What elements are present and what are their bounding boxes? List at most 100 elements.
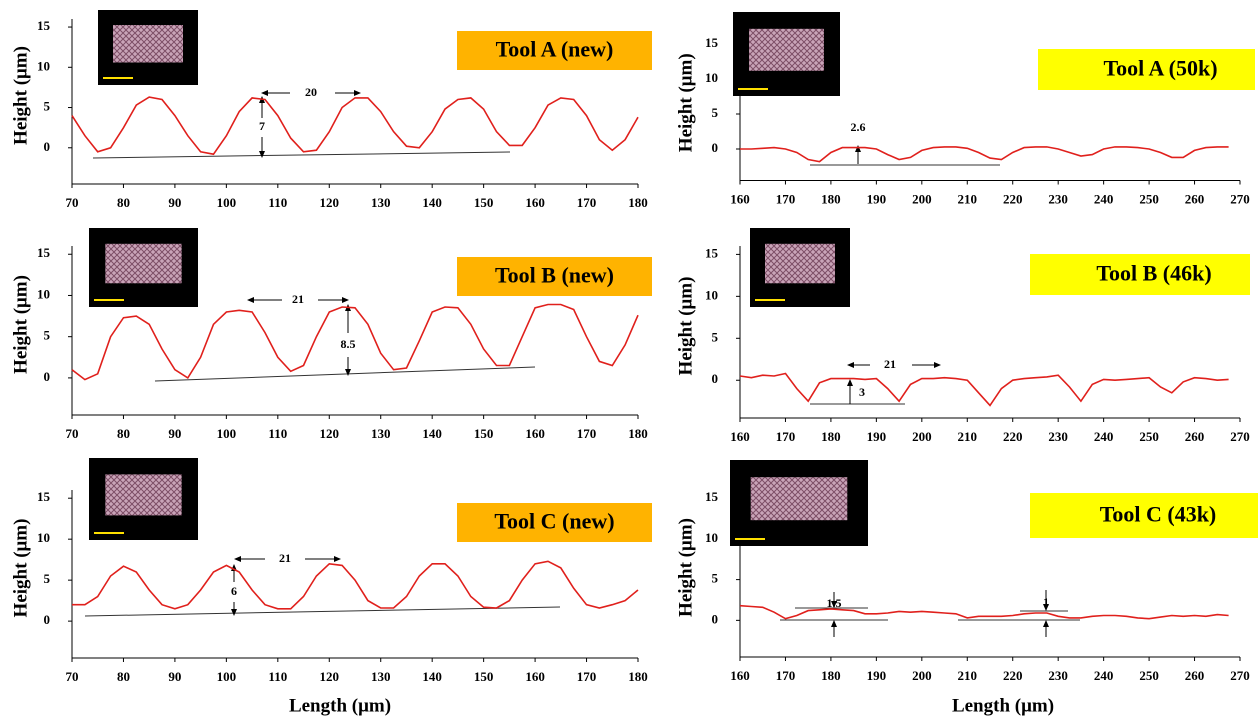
x-tick-label: 110 — [268, 426, 287, 441]
profile-line — [71, 303, 639, 381]
x-tick-label: 230 — [1048, 668, 1068, 683]
x-tick-label: 140 — [422, 195, 442, 210]
chart-title: Tool C (new) — [494, 509, 614, 534]
x-tick-label: 200 — [912, 668, 932, 683]
x-tick-label: 270 — [1230, 668, 1250, 683]
y-tick-label: 15 — [705, 35, 719, 50]
y-tick-label: 0 — [44, 369, 51, 384]
x-tick-label: 130 — [371, 195, 391, 210]
y-tick-label: 10 — [37, 286, 50, 301]
x-tick-label: 230 — [1048, 191, 1068, 206]
y-tick-label: 10 — [37, 58, 50, 73]
x-tick-label: 190 — [867, 191, 887, 206]
profile-line — [71, 96, 639, 156]
x-tick-label: 200 — [912, 429, 932, 444]
baseline-line — [92, 151, 511, 159]
x-tick-label: 170 — [776, 668, 796, 683]
x-axis-label: Length (μm) — [289, 695, 391, 716]
annotation: 1 — [1043, 595, 1049, 609]
baseline-line — [154, 366, 536, 382]
inset-sample — [749, 28, 824, 71]
baseline-line — [84, 606, 561, 617]
title-box — [1038, 49, 1255, 90]
x-tick-label: 100 — [217, 195, 237, 210]
inset-sample — [105, 243, 182, 284]
x-tick-label: 90 — [168, 195, 181, 210]
x-tick-label: 160 — [525, 426, 545, 441]
x-tick-label: 160 — [525, 669, 545, 684]
x-tick-label: 160 — [525, 195, 545, 210]
x-tick-label: 220 — [1003, 429, 1023, 444]
x-tick-label: 230 — [1048, 429, 1068, 444]
inset-sample — [765, 243, 835, 284]
x-tick-label: 210 — [958, 429, 978, 444]
title-box — [457, 257, 652, 296]
y-tick-label: 5 — [712, 105, 719, 120]
x-tick-label: 210 — [958, 191, 978, 206]
x-tick-label: 140 — [422, 426, 442, 441]
x-tick-label: 120 — [320, 426, 340, 441]
x-tick-label: 140 — [422, 669, 442, 684]
y-tick-label: 10 — [705, 70, 718, 85]
y-axis-label: Height (μm) — [10, 275, 31, 374]
x-tick-label: 80 — [117, 195, 130, 210]
y-axis-label: Height (μm) — [10, 46, 31, 145]
x-tick-label: 180 — [821, 668, 841, 683]
x-tick-label: 200 — [912, 191, 932, 206]
x-tick-label: 180 — [821, 429, 841, 444]
chart-title: Tool A (new) — [496, 37, 614, 62]
inset-sample — [750, 477, 848, 521]
x-tick-label: 190 — [867, 668, 887, 683]
annotation: 3 — [859, 385, 865, 399]
x-tick-label: 110 — [268, 195, 287, 210]
x-tick-label: 210 — [958, 668, 978, 683]
x-tick-label: 260 — [1185, 191, 1205, 206]
x-tick-label: 130 — [371, 669, 391, 684]
chart-title: Tool C (43k) — [1100, 502, 1217, 527]
annotation: 21 — [292, 292, 304, 306]
y-tick-label: 0 — [712, 611, 719, 626]
y-tick-label: 5 — [44, 99, 51, 114]
x-tick-label: 100 — [217, 669, 237, 684]
x-tick-label: 160 — [730, 191, 750, 206]
x-tick-label: 270 — [1230, 429, 1250, 444]
x-tick-label: 70 — [66, 669, 79, 684]
x-tick-label: 180 — [628, 195, 648, 210]
x-tick-label: 90 — [168, 669, 181, 684]
annotation: 7 — [259, 119, 265, 133]
x-tick-label: 110 — [268, 669, 287, 684]
x-tick-label: 220 — [1003, 668, 1023, 683]
x-tick-label: 170 — [577, 195, 597, 210]
x-tick-label: 270 — [1230, 191, 1250, 206]
x-tick-label: 240 — [1094, 429, 1114, 444]
title-box — [1030, 493, 1258, 538]
y-tick-label: 0 — [44, 139, 51, 154]
profile-line — [739, 372, 1229, 407]
annotation: 2.6 — [851, 120, 866, 134]
x-tick-label: 160 — [730, 429, 750, 444]
y-tick-label: 15 — [37, 489, 51, 504]
y-tick-label: 5 — [44, 571, 51, 586]
x-tick-label: 80 — [117, 669, 130, 684]
x-tick-label: 160 — [730, 668, 750, 683]
y-tick-label: 0 — [712, 371, 719, 386]
x-tick-label: 220 — [1003, 191, 1023, 206]
chart-title: Tool B (46k) — [1096, 261, 1211, 286]
y-tick-label: 10 — [705, 287, 718, 302]
y-axis-label: Height (μm) — [675, 277, 696, 376]
x-tick-label: 70 — [66, 195, 79, 210]
annotation: 20 — [305, 85, 317, 99]
y-tick-label: 15 — [37, 245, 51, 260]
x-tick-label: 90 — [168, 426, 181, 441]
x-tick-label: 80 — [117, 426, 130, 441]
title-box — [457, 31, 652, 70]
annotation: 21 — [279, 551, 291, 565]
chart-title: Tool A (50k) — [1103, 56, 1217, 81]
y-axis-label: Height (μm) — [675, 53, 696, 152]
x-tick-label: 150 — [474, 669, 494, 684]
title-box — [457, 503, 652, 542]
x-tick-label: 180 — [821, 191, 841, 206]
annotation: 21 — [884, 357, 896, 371]
profile-line — [739, 604, 1229, 620]
